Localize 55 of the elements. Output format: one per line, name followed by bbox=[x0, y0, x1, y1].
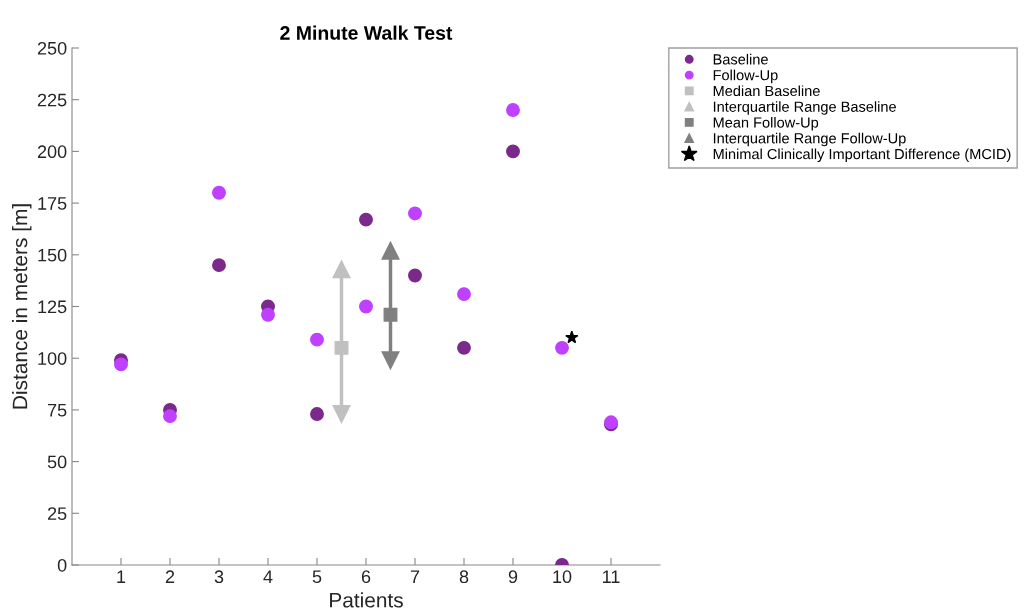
point bbox=[506, 144, 520, 159]
legend-label: Minimal Clinically Important Difference (MCID) bbox=[713, 148, 1011, 163]
y-tick-label: 150 bbox=[38, 248, 67, 262]
legend-label: Median Baseline bbox=[713, 85, 820, 97]
legend-label: Baseline bbox=[713, 53, 768, 65]
x-tick-label: 5 bbox=[312, 570, 322, 584]
y-tick-label: 100 bbox=[38, 352, 67, 365]
legend-label: Interquartile Range Baseline bbox=[713, 101, 896, 115]
point bbox=[163, 409, 177, 424]
x-tick-label: 4 bbox=[263, 570, 273, 583]
point bbox=[506, 103, 520, 117]
point bbox=[408, 268, 422, 283]
point bbox=[261, 307, 275, 322]
point bbox=[212, 185, 226, 200]
point bbox=[310, 407, 324, 421]
point bbox=[332, 405, 351, 424]
y-tick-label: 0 bbox=[57, 558, 67, 572]
x-tick-label: 3 bbox=[214, 570, 224, 584]
x-tick-label: 7 bbox=[410, 570, 420, 583]
y-tick-label: 200 bbox=[37, 145, 67, 159]
y-tick-label: 175 bbox=[38, 197, 67, 210]
x-tick-label: 10 bbox=[553, 570, 572, 584]
x-tick-label: 9 bbox=[508, 570, 518, 584]
x-tick-label: 11 bbox=[603, 570, 620, 583]
point bbox=[332, 260, 351, 279]
legend-label: Interquartile Range Follow-Up bbox=[713, 132, 906, 147]
chart-title: 2 Minute Walk Test bbox=[280, 25, 453, 40]
y-axis-title: Distance in meters [m] bbox=[12, 204, 32, 409]
x-axis-title: Patients bbox=[330, 592, 403, 608]
x-tick-label: 6 bbox=[361, 570, 371, 584]
point bbox=[381, 241, 400, 260]
point bbox=[114, 357, 128, 372]
y-tick-label: 250 bbox=[37, 41, 67, 55]
point bbox=[457, 340, 471, 355]
legend-label: Follow-Up bbox=[713, 69, 778, 84]
point bbox=[457, 287, 471, 302]
point bbox=[359, 299, 373, 314]
point bbox=[381, 351, 400, 370]
point bbox=[555, 340, 569, 355]
point bbox=[310, 332, 324, 347]
point bbox=[565, 330, 579, 344]
point bbox=[212, 258, 226, 273]
point bbox=[334, 340, 349, 355]
point bbox=[359, 212, 373, 227]
y-tick-label: 75 bbox=[47, 404, 67, 417]
y-tick-label: 50 bbox=[47, 455, 67, 469]
x-tick-label: 1 bbox=[117, 570, 126, 583]
y-tick-label: 25 bbox=[47, 507, 67, 521]
point bbox=[383, 307, 398, 322]
point bbox=[408, 206, 422, 221]
y-tick-label: 125 bbox=[38, 300, 67, 314]
y-tick-label: 225 bbox=[37, 93, 67, 107]
x-tick-label: 8 bbox=[459, 570, 469, 584]
x-tick-label: 2 bbox=[165, 570, 175, 583]
legend-label: Mean Follow-Up bbox=[713, 116, 819, 131]
